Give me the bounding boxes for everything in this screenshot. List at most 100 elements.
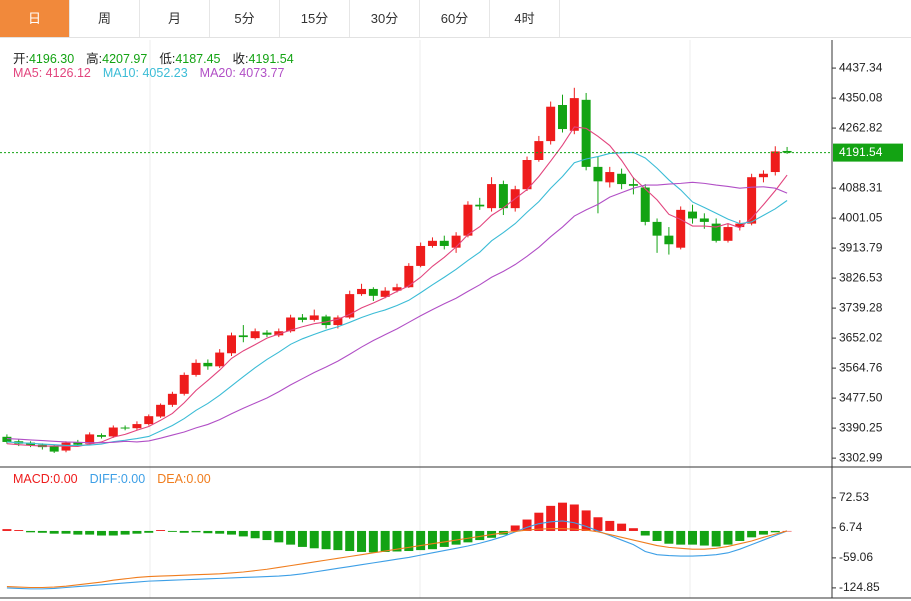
macd-bar [593, 517, 603, 531]
candle-body [723, 227, 733, 241]
macd-bar [286, 530, 296, 545]
candle-body [132, 424, 142, 429]
y-tick-label: 3652.02 [839, 330, 883, 344]
candle-body [274, 331, 284, 336]
candle-body [156, 404, 166, 417]
summary-label: 低: [159, 52, 176, 66]
macd-bar [711, 530, 721, 547]
candle-body [380, 290, 390, 297]
candle-body [617, 173, 627, 185]
candle-body [215, 352, 225, 367]
candle-body [120, 427, 130, 429]
candle-body [262, 332, 272, 335]
macd-bar [61, 530, 71, 534]
macd-bar [96, 530, 106, 536]
candle-body [487, 184, 497, 209]
y-tick-label: 3302.99 [839, 450, 883, 464]
period-tab[interactable]: 月 [140, 0, 210, 37]
macd-bar [144, 530, 154, 533]
y-tick-label: 4437.34 [839, 60, 883, 74]
y-tick-label: 3564.76 [839, 360, 883, 374]
candle-body [770, 151, 780, 173]
legend-name: MA20: [199, 66, 236, 80]
macd-bar [85, 530, 95, 535]
macd-bar [203, 530, 213, 534]
period-tab[interactable]: 5分 [210, 0, 280, 37]
y-tick-label: 3913.79 [839, 240, 883, 254]
candle-body [392, 287, 402, 291]
y-tick-label: 4088.31 [839, 180, 883, 194]
candle-body [26, 442, 36, 446]
ma-line [6, 126, 788, 447]
macd-bar [628, 528, 638, 531]
candle-body [227, 335, 236, 354]
legend-name: MA5: [13, 66, 43, 80]
macd-bar [569, 504, 579, 531]
candle-body [49, 446, 59, 452]
candle-body [546, 106, 556, 142]
macd-bar [451, 530, 461, 545]
macd-bar [640, 530, 650, 536]
candle-body [688, 211, 698, 219]
period-tab[interactable]: 60分 [420, 0, 490, 37]
macd-bar [723, 530, 733, 545]
period-tab[interactable]: 日 [0, 0, 70, 37]
macd-bar [2, 529, 12, 531]
macd-bar [179, 530, 189, 533]
candle-body [605, 172, 615, 183]
candle-body [297, 317, 307, 320]
macd-bar [770, 530, 780, 533]
candle-body [782, 150, 792, 153]
macd-bar [262, 530, 272, 541]
macd-bar [463, 530, 473, 543]
macd-bar [617, 523, 627, 531]
macd-bar [250, 530, 260, 539]
legend-value: 4126.12 [45, 66, 91, 80]
macd-bar [392, 530, 402, 552]
macd-bar [49, 530, 59, 534]
period-tab[interactable]: 周 [70, 0, 140, 37]
summary-item: 高:4207.97 [86, 52, 147, 66]
macd-bar [688, 530, 698, 545]
summary-label: 高: [86, 52, 103, 66]
macd-bar [735, 530, 745, 541]
candle-body [73, 441, 83, 445]
macd-bar [439, 530, 449, 547]
macd-bar [215, 530, 225, 534]
legend-name: MA10: [102, 66, 139, 80]
macd-bar [758, 530, 768, 535]
candle-body [167, 393, 177, 405]
macd-bar [416, 530, 426, 551]
period-tab[interactable]: 15分 [280, 0, 350, 37]
legend-value: 0.00 [53, 472, 78, 486]
legend-item: DEA:0.00 [157, 472, 211, 486]
y-tick-label: 3826.53 [839, 270, 883, 284]
macd-bar [368, 530, 378, 553]
candle-body [238, 335, 248, 338]
period-tab[interactable]: 30分 [350, 0, 420, 37]
macd-bar [581, 510, 591, 531]
period-tabs: 日周月 5分 15分 30分 60分 4时 [0, 0, 911, 38]
y-tick-label: 3739.28 [839, 300, 883, 314]
candle-body [309, 315, 319, 320]
macd-bar [37, 530, 47, 533]
summary-label: 开: [13, 52, 29, 66]
candle-body [640, 187, 650, 222]
y-tick-label: 72.53 [839, 490, 869, 504]
candle-body [534, 141, 544, 161]
period-tab[interactable]: 4时 [490, 0, 560, 37]
candle-body [108, 427, 118, 437]
candle-body [439, 240, 449, 246]
macd-line [6, 520, 788, 590]
y-tick-label: 3477.50 [839, 390, 883, 404]
macd-legend: MACD:0.00 DIFF:0.00 DEA:0.00 [13, 472, 223, 486]
macd-bar [747, 530, 757, 538]
macd-bar [14, 530, 24, 531]
macd-bar [605, 520, 615, 531]
macd-bar [297, 530, 307, 547]
macd-bar [558, 502, 567, 531]
candle-body [179, 374, 189, 394]
macd-bar [534, 512, 544, 531]
legend-name: DEA: [157, 472, 187, 486]
candle-body [191, 362, 201, 375]
